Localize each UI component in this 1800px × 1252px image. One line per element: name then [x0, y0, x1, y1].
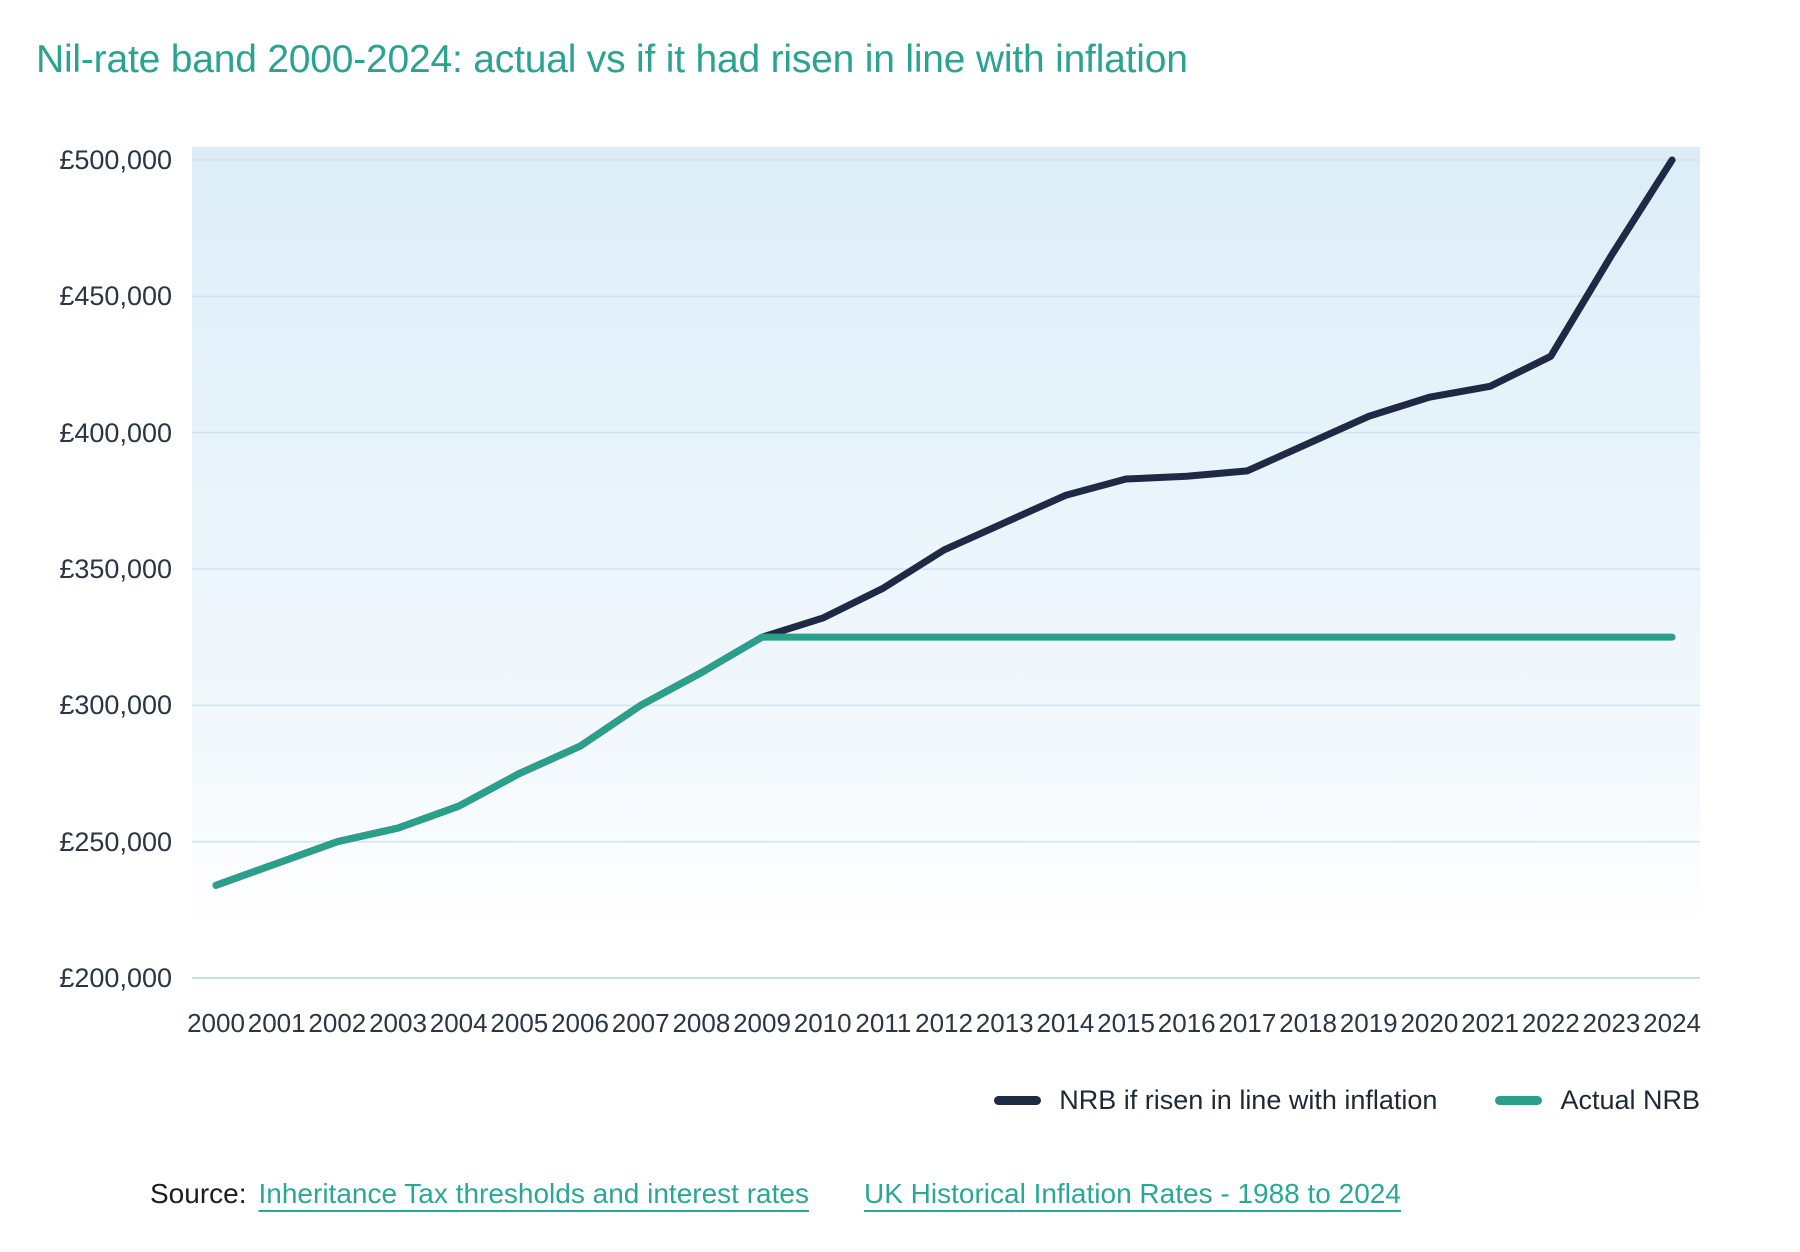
x-axis-tick-label: 2017 — [1218, 1008, 1277, 1038]
chart-title: Nil-rate band 2000-2024: actual vs if it… — [36, 38, 1188, 81]
gridlines — [192, 159, 1700, 980]
x-axis-tick-label: 2002 — [308, 1008, 367, 1038]
source-label: Source: — [150, 1178, 247, 1209]
x-axis-tick-label: 2019 — [1339, 1008, 1398, 1038]
y-axis-tick-label: £250,000 — [59, 826, 172, 857]
source-link-iht-thresholds[interactable]: Inheritance Tax thresholds and interest … — [258, 1178, 809, 1209]
y-axis-tick-label: £500,000 — [59, 145, 172, 175]
y-axis-tick-label: £400,000 — [59, 417, 172, 448]
x-axis-tick-label: 2024 — [1643, 1008, 1701, 1038]
legend: NRB if risen in line with inflation Actu… — [994, 1082, 1700, 1118]
x-axis-tick-label: 2011 — [855, 1008, 912, 1038]
x-axis-tick-label: 2008 — [672, 1008, 731, 1038]
x-axis-tick-label: 2001 — [247, 1008, 306, 1038]
x-axis-tick-label: 2012 — [915, 1008, 973, 1038]
series-lines — [212, 156, 1676, 889]
x-axis-tick-label: 2006 — [551, 1008, 609, 1038]
x-axis-tick-label: 2010 — [793, 1008, 852, 1038]
legend-label-inflation: NRB if risen in line with inflation — [1059, 1084, 1438, 1115]
y-axis-tick-label: £200,000 — [59, 963, 172, 993]
legend-item-inflation: NRB if risen in line with inflation — [994, 1085, 1437, 1116]
x-axis-tick-label: 2020 — [1400, 1008, 1459, 1038]
x-axis-tick-label: 2005 — [490, 1008, 549, 1038]
y-axis-tick-label: £350,000 — [59, 554, 172, 584]
x-axis-tick-label: 2000 — [187, 1008, 245, 1038]
plot-background — [192, 147, 1700, 978]
inflation-line-swatch-icon — [994, 1095, 1042, 1105]
x-axis-tick-label: 2015 — [1097, 1008, 1155, 1038]
legend-label-actual: Actual NRB — [1560, 1084, 1700, 1115]
y-axis-tick-label: £300,000 — [59, 690, 172, 721]
source-row: Source: Inheritance Tax thresholds and in… — [150, 1178, 1401, 1210]
x-axis-tick-label: 2016 — [1157, 1008, 1216, 1038]
x-axis-tick-label: 2022 — [1521, 1008, 1580, 1038]
x-axis-tick-label: 2004 — [429, 1008, 488, 1038]
y-axis-tick-label: £450,000 — [59, 281, 172, 312]
x-axis-tick-label: 2021 — [1461, 1008, 1519, 1038]
actual-line-swatch-icon — [1495, 1095, 1543, 1105]
x-axis-tick-label: 2009 — [733, 1008, 791, 1038]
x-axis-tick-label: 2023 — [1582, 1008, 1641, 1038]
x-axis-tick-label: 2007 — [611, 1008, 670, 1038]
x-axis-tick-label: 2013 — [975, 1008, 1034, 1038]
x-axis-tick-label: 2003 — [369, 1008, 427, 1038]
x-axis-tick-label: 2018 — [1279, 1008, 1337, 1038]
series-line-actual — [212, 633, 1676, 889]
legend-item-actual: Actual NRB — [1495, 1085, 1700, 1116]
x-axis-tick-label: 2014 — [1036, 1008, 1095, 1038]
source-link-inflation-rates[interactable]: UK Historical Inflation Rates - 1988 to … — [863, 1178, 1401, 1209]
